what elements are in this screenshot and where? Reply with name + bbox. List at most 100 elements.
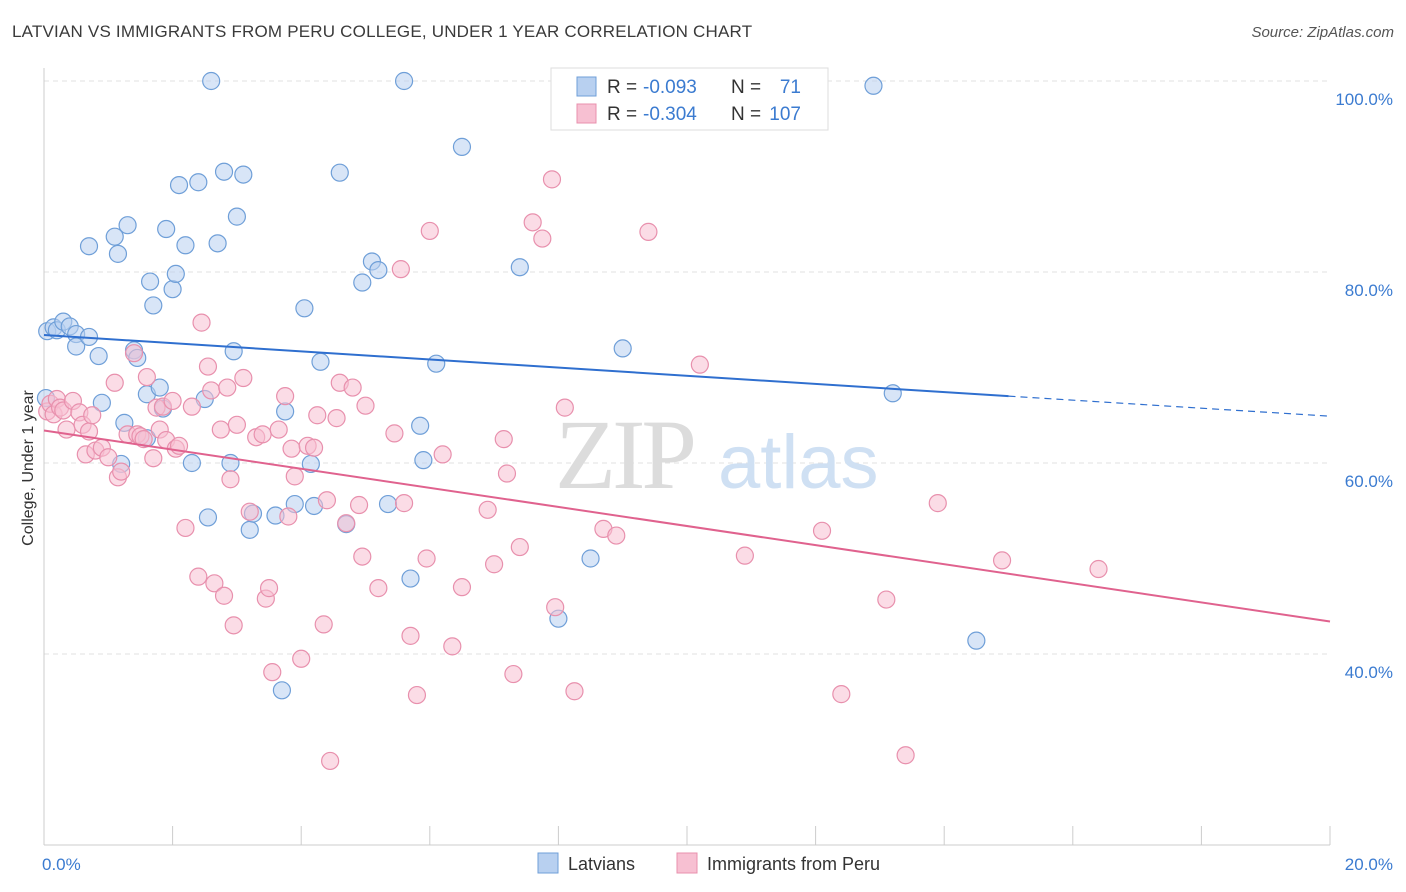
latvian-point xyxy=(89,346,108,366)
peru-point xyxy=(349,495,369,515)
peru-point xyxy=(607,526,626,545)
peru-point xyxy=(896,746,915,765)
stats-box: R = -0.093 N = 71 R = -0.304 N = 107 xyxy=(550,67,829,131)
peru-point xyxy=(690,355,709,374)
peru-point xyxy=(134,430,153,449)
latvian-point xyxy=(224,342,243,361)
peru-point xyxy=(304,438,324,457)
latvian-point xyxy=(105,227,124,246)
peru-point xyxy=(356,396,375,415)
trend-lines xyxy=(43,334,1331,623)
y-axis-title: College, Under 1 year xyxy=(20,390,37,546)
peru-point xyxy=(1089,559,1108,579)
legend-label-latvians: Latvians xyxy=(568,854,635,874)
peru-point xyxy=(269,420,288,439)
peru-point xyxy=(192,313,211,332)
x-tick-label: 20.0% xyxy=(1345,855,1393,874)
stats-n-label-1: N = xyxy=(731,77,761,98)
latvian-point xyxy=(967,631,986,650)
peru-point xyxy=(385,424,404,443)
peru-point xyxy=(504,664,523,684)
peru-point xyxy=(353,547,372,566)
peru-point xyxy=(314,615,333,634)
peru-point xyxy=(218,378,237,397)
peru-point xyxy=(394,494,414,513)
peru-point xyxy=(221,470,240,489)
source-label: Source: ZipAtlas.com xyxy=(1251,24,1394,41)
latvian-point xyxy=(613,339,632,358)
peru-point xyxy=(282,439,301,458)
legend-swatch-peru xyxy=(676,852,698,874)
peru-point xyxy=(285,467,304,486)
peru-point xyxy=(253,425,272,444)
peru-point xyxy=(877,590,896,609)
peru-point xyxy=(234,368,253,388)
latvian-point xyxy=(176,236,195,255)
peru-point xyxy=(105,373,124,392)
peru-point xyxy=(639,222,658,241)
axes xyxy=(43,68,1331,846)
latvian-point xyxy=(401,569,420,588)
latvian-point xyxy=(202,71,221,91)
latvian-point xyxy=(276,402,295,421)
latvian-point xyxy=(353,273,372,292)
latvian-point xyxy=(108,244,128,263)
peru-point xyxy=(433,445,452,464)
latvian-point xyxy=(411,416,430,435)
stats-r-label-1: R = xyxy=(607,77,637,98)
legend-swatch-latvians xyxy=(537,852,559,874)
legend: Latvians Immigrants from Peru xyxy=(537,852,880,874)
peru-point xyxy=(259,579,279,598)
peru-point xyxy=(337,514,356,533)
latvian-point xyxy=(157,219,176,239)
peru-point xyxy=(137,367,156,387)
peru-point xyxy=(494,430,513,449)
peru-point xyxy=(523,213,542,232)
latvian-point xyxy=(140,272,160,291)
latvian-point xyxy=(378,494,398,514)
peru-point xyxy=(510,537,529,557)
peru-point xyxy=(317,491,337,510)
latvian-point xyxy=(169,175,189,195)
stats-r-value-2: -0.304 xyxy=(643,104,697,125)
peru-point xyxy=(276,387,295,406)
trend-line-latvians-extension xyxy=(1008,395,1331,417)
peru-point xyxy=(99,448,118,467)
peru-point xyxy=(407,685,427,705)
x-tick-labels: 0.0% 20.0% xyxy=(42,855,1393,874)
stats-swatch-latvians xyxy=(576,76,597,97)
peru-point xyxy=(452,578,472,597)
latvian-point xyxy=(240,520,259,539)
stats-n-label-2: N = xyxy=(731,104,761,125)
latvian-point xyxy=(581,549,600,568)
latvian-point xyxy=(189,173,208,192)
x-tick-label: 0.0% xyxy=(42,855,81,874)
watermark-zip: ZIP xyxy=(555,399,693,510)
peru-point xyxy=(928,494,947,513)
latvian-point xyxy=(182,453,201,473)
peru-point xyxy=(205,574,224,593)
latvian-point xyxy=(510,258,529,277)
trend-line-peru xyxy=(43,429,1331,623)
peru-point xyxy=(198,357,218,376)
latvian-point xyxy=(427,354,446,373)
peru-point xyxy=(369,579,388,598)
peru-point xyxy=(546,598,565,617)
peru-point xyxy=(321,751,340,771)
y-tick-label: 80.0% xyxy=(1345,281,1393,300)
latvian-point xyxy=(166,264,185,284)
legend-label-peru: Immigrants from Peru xyxy=(707,854,880,874)
latvian-point xyxy=(92,393,111,412)
peru-point xyxy=(343,378,362,397)
peru-point xyxy=(391,260,410,279)
peru-point xyxy=(227,415,246,434)
latvian-point xyxy=(394,71,414,91)
latvian-point xyxy=(272,681,292,700)
latvian-point xyxy=(864,76,883,95)
chart-title: LATVIAN VS IMMIGRANTS FROM PERU COLLEGE,… xyxy=(12,22,753,41)
latvian-point xyxy=(295,299,314,318)
y-tick-label: 60.0% xyxy=(1345,472,1393,491)
peru-point xyxy=(176,518,195,538)
peru-point xyxy=(163,391,182,411)
latvian-point xyxy=(79,237,99,256)
